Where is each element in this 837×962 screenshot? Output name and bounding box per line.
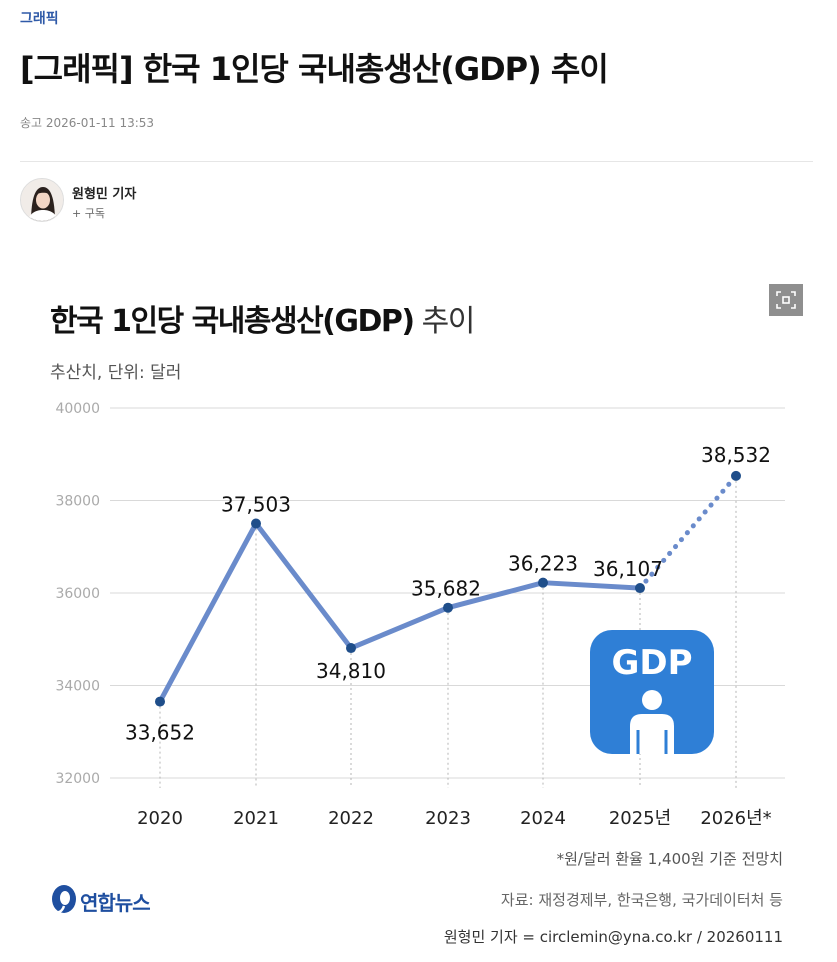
x-tick-label: 2023 — [425, 808, 471, 829]
data-label: 36,107 — [593, 557, 663, 581]
graphic-footnote: *원/달러 환율 1,400원 기준 전망치 — [556, 850, 783, 868]
graphic-title-main: 한국 1인당 국내총생산(GDP) — [50, 304, 415, 339]
header-divider — [20, 161, 813, 162]
y-tick-label: 32000 — [55, 771, 100, 787]
series-line — [157, 520, 643, 705]
author-avatar[interactable] — [20, 178, 64, 222]
gdp-line-chart: 32000 34000 36000 38000 40000 GDP 33,652 37,503… — [55, 401, 785, 829]
category-link[interactable]: 그래픽 — [20, 11, 59, 27]
data-label: 34,810 — [316, 659, 386, 683]
data-point — [443, 602, 453, 613]
x-tick-label: 2024 — [520, 808, 566, 829]
yonhap-logo-text: 연합뉴스 — [80, 891, 151, 915]
graphic-title-suffix: 추이 — [413, 304, 476, 339]
data-point — [251, 518, 261, 529]
x-tick-label: 2022 — [328, 808, 374, 829]
author-name[interactable]: 원형민 기자 — [72, 187, 137, 202]
expand-button[interactable] — [769, 284, 803, 316]
y-tick-label: 36000 — [55, 586, 100, 602]
graphic-credit: 원형민 기자 = circlemin@yna.co.kr / 20260111 — [443, 928, 783, 946]
data-label: 33,652 — [125, 721, 195, 745]
data-point — [731, 470, 741, 481]
y-tick-label: 34000 — [55, 679, 100, 695]
graphic-title: 한국 1인당 국내총생산(GDP) 추이 — [50, 296, 476, 340]
graphic-subtitle: 추산치, 단위: 달러 — [50, 363, 182, 383]
data-label: 38,532 — [701, 443, 771, 467]
person-icon — [642, 690, 662, 710]
article-headline: [그래픽] 한국 1인당 국내총생산(GDP) 추이 — [20, 50, 609, 88]
data-label: 35,682 — [411, 577, 481, 601]
data-point — [346, 643, 356, 654]
data-point — [635, 583, 645, 594]
x-tick-label: 2026년* — [700, 808, 771, 829]
data-point — [538, 577, 548, 588]
publish-timestamp: 송고 2026-01-11 13:53 — [20, 116, 155, 130]
x-tick-label: 2021 — [233, 808, 279, 829]
y-tick-label: 40000 — [55, 401, 100, 417]
data-label: 37,503 — [221, 492, 291, 516]
data-point — [155, 696, 165, 707]
subscribe-button[interactable]: + 구독 — [72, 207, 105, 220]
yonhap-logo: 연합뉴스 — [50, 882, 200, 916]
x-tick-label: 2020 — [137, 808, 183, 829]
y-tick-label: 38000 — [55, 494, 100, 510]
author-block: 원형민 기자 + 구독 — [20, 178, 280, 226]
gdp-badge-text: GDP — [611, 643, 692, 683]
person-icon-body — [630, 714, 674, 754]
graphic-source: 자료: 재정경제부, 한국은행, 국가데이터처 등 — [500, 891, 783, 909]
expand-icon — [776, 291, 796, 309]
yonhap-logo-icon — [52, 885, 76, 914]
x-tick-label: 2025년 — [609, 808, 671, 829]
series-projection-line — [637, 473, 739, 591]
data-label: 36,223 — [508, 552, 578, 576]
